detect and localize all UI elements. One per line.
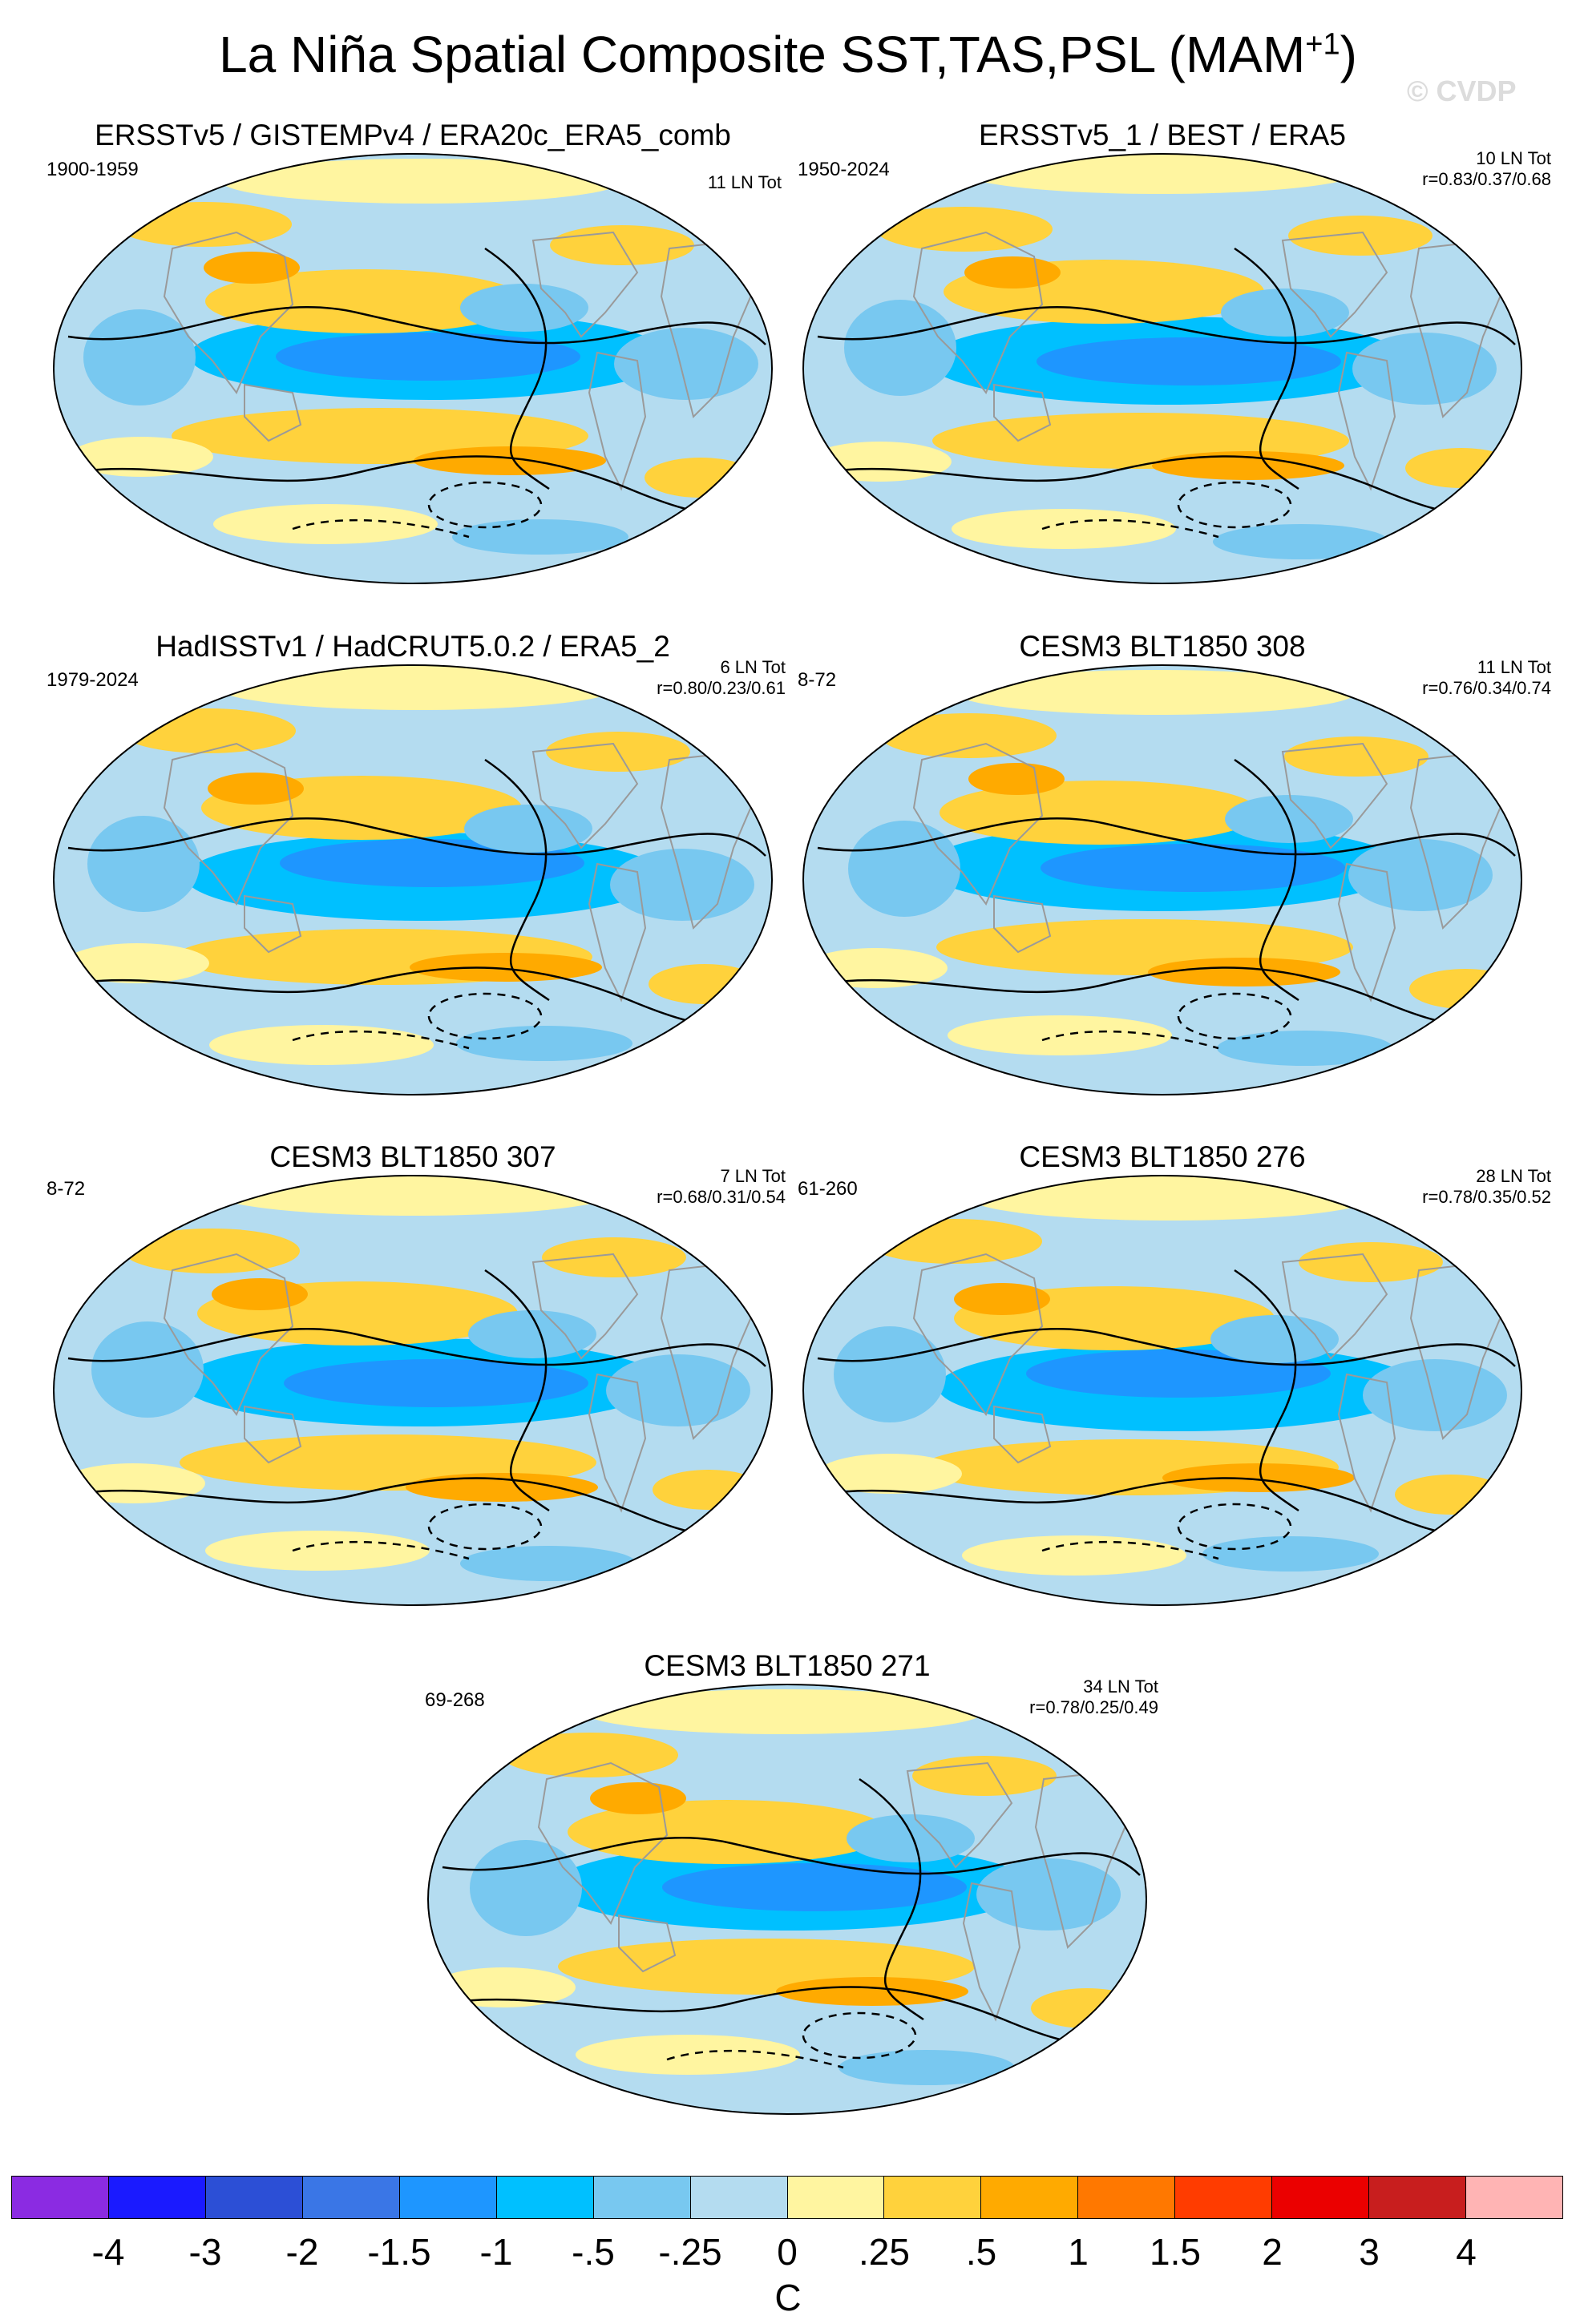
panel-count: 10 LN Tot r=0.83/0.37/0.68 [1422, 148, 1551, 190]
colorbar-swatch [205, 2177, 303, 2218]
colorbar-swatch [1175, 2177, 1273, 2218]
panel-period: 61-260 [798, 1178, 858, 1200]
panel-period: 1979-2024 [46, 669, 139, 691]
colorbar-tick-label: -.5 [572, 2231, 615, 2273]
panel-period: 8-72 [46, 1178, 86, 1200]
colorbar-swatch [1272, 2177, 1370, 2218]
colorbar-tick-label: .25 [859, 2231, 910, 2273]
colorbar-tick-label: -4 [91, 2231, 125, 2273]
colorbar-tick-label: 0 [777, 2231, 798, 2273]
panel-correlation: r=0.80/0.23/0.61 [657, 678, 786, 698]
panel-count: 11 LN Tot [708, 172, 782, 193]
panel-title: CESM3 BLT1850 308 [1019, 630, 1306, 663]
panel-tot: 7 LN Tot [720, 1166, 786, 1186]
colorbar-swatch [399, 2177, 497, 2218]
colorbar-swatch [1369, 2177, 1467, 2218]
colorbar-tick-label: -1.5 [367, 2231, 431, 2273]
colorbar-swatch [108, 2177, 206, 2218]
colorbar-swatch [1466, 2177, 1562, 2218]
panel-title: HadISSTv1 / HadCRUT5.0.2 / ERA5_2 [156, 630, 670, 663]
colorbar-unit: C [774, 2277, 802, 2318]
panel-period: 8-72 [798, 669, 837, 691]
panel-correlation: r=0.83/0.37/0.68 [1422, 169, 1551, 189]
colorbar-swatch [12, 2177, 109, 2218]
colorbar-swatch [496, 2177, 594, 2218]
panel-title: CESM3 BLT1850 271 [644, 1649, 931, 1682]
panel-tot: 6 LN Tot [720, 657, 786, 677]
colorbar-tick-label: 3 [1359, 2231, 1380, 2273]
colorbar-tick-label: -2 [285, 2231, 319, 2273]
colorbar-tick-label: -.25 [658, 2231, 722, 2273]
colorbar-tick-label: -3 [188, 2231, 222, 2273]
composite-map [52, 664, 774, 1100]
colorbar-tick-label: 2 [1262, 2231, 1283, 2273]
panel-count: 7 LN Tot r=0.68/0.31/0.54 [657, 1166, 786, 1208]
panel-correlation: r=0.76/0.34/0.74 [1422, 678, 1551, 698]
colorbar-tick-label: 1.5 [1150, 2231, 1201, 2273]
panel-tot: 34 LN Tot [1083, 1676, 1158, 1697]
composite-map [802, 152, 1523, 589]
panel-title: CESM3 BLT1850 276 [1019, 1140, 1306, 1173]
colorbar-swatch [787, 2177, 885, 2218]
colorbar-tick-label: 1 [1068, 2231, 1089, 2273]
composite-map [802, 1174, 1523, 1611]
panel-period: 69-268 [425, 1689, 485, 1711]
colorbar-tick-label: -1 [479, 2231, 513, 2273]
composite-map [52, 1174, 774, 1611]
colorbar [11, 2176, 1563, 2219]
panel-count: 6 LN Tot r=0.80/0.23/0.61 [657, 657, 786, 699]
colorbar-swatch [884, 2177, 982, 2218]
panel-period: 1950-2024 [798, 159, 890, 180]
colorbar-tick-label: .5 [965, 2231, 997, 2273]
composite-map [52, 152, 774, 589]
colorbar-swatch [302, 2177, 400, 2218]
panel-count: 28 LN Tot r=0.78/0.35/0.52 [1422, 1166, 1551, 1208]
panel-tot: 28 LN Tot [1476, 1166, 1551, 1186]
panel-tot: 10 LN Tot [1476, 148, 1551, 168]
colorbar-tick-label: 4 [1456, 2231, 1477, 2273]
panel-correlation: r=0.78/0.25/0.49 [1029, 1697, 1158, 1717]
panel-title: CESM3 BLT1850 307 [269, 1140, 556, 1173]
panel-title: ERSSTv5 / GISTEMPv4 / ERA20c_ERA5_comb [95, 119, 731, 151]
composite-map [426, 1683, 1148, 2120]
colorbar-swatch [690, 2177, 788, 2218]
watermark: © CVDP [1407, 75, 1517, 107]
panel-count: 34 LN Tot r=0.78/0.25/0.49 [1029, 1676, 1158, 1718]
panel-period: 1900-1959 [46, 159, 139, 180]
panel-tot: 11 LN Tot [707, 172, 782, 192]
colorbar-swatch [981, 2177, 1079, 2218]
panel-tot: 11 LN Tot [1477, 657, 1551, 677]
panel-correlation: r=0.78/0.35/0.52 [1422, 1187, 1551, 1207]
page-title: La Niña Spatial Composite SST,TAS,PSL (M… [219, 26, 1357, 83]
panel-count: 11 LN Tot r=0.76/0.34/0.74 [1422, 657, 1551, 699]
colorbar-swatch [1078, 2177, 1176, 2218]
panel-title: ERSSTv5_1 / BEST / ERA5 [979, 119, 1346, 151]
composite-map [802, 664, 1523, 1100]
panel-correlation: r=0.68/0.31/0.54 [657, 1187, 786, 1207]
colorbar-swatch [593, 2177, 691, 2218]
